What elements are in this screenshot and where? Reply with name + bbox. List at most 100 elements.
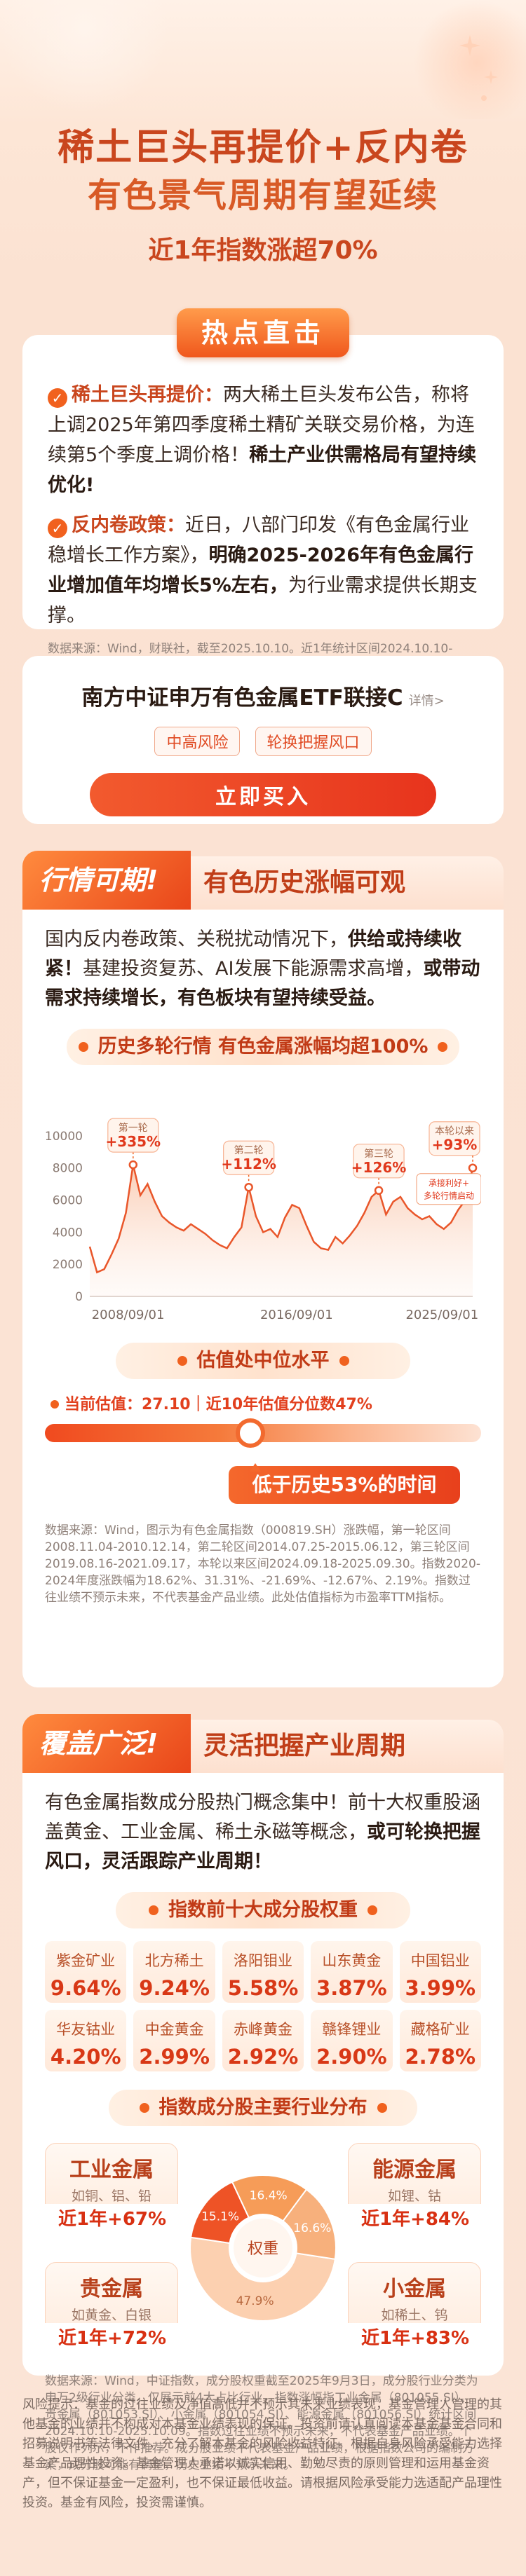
top10-pill: 指数前十大成分股权重	[116, 1892, 410, 1928]
hot-item-1-lead: 稀土巨头再提价：	[72, 384, 223, 406]
stock-weight-cell: 华友钴业 4.20%	[45, 2010, 127, 2071]
y-tick-label: 10000	[45, 1130, 83, 1144]
history-pill: 历史多轮行情 有色金属涨幅均超100%	[67, 1029, 459, 1065]
outlook-text-1: 国内反内卷政策、关税扰动情况下，	[45, 929, 348, 950]
stock-weight: 3.99%	[405, 1976, 476, 2000]
buy-now-button[interactable]: 立即买入	[90, 773, 436, 816]
hot-item-2: ✓ 反内卷政策：近日，八部门印发《有色金属行业稳增长工作方案》，明确2025-20…	[48, 510, 478, 631]
hero-title-1: 稀土巨头再提价+反内卷	[58, 127, 468, 169]
outlook-strong-2: 或带动需求持续增长，有色板块有望持续受益。	[45, 958, 480, 1009]
peak-callout-title: 第一轮	[119, 1122, 148, 1134]
peak-callout-title: 第二轮	[234, 1144, 264, 1156]
stock-name: 山东黄金	[322, 1952, 382, 1969]
peak-marker	[374, 1186, 384, 1195]
stock-weight: 9.64%	[50, 1976, 121, 2000]
y-tick-label: 2000	[53, 1258, 83, 1272]
stock-weight-cell: 赤峰黄金 2.92%	[222, 2010, 304, 2071]
valuation-pill: 估值处中位水平	[116, 1343, 410, 1379]
peak-callout-value: +335%	[106, 1133, 161, 1150]
peak-callout-title: 第三轮	[364, 1148, 393, 1160]
section-coverage-subtitle: 灵活把握产业周期	[178, 1720, 504, 1773]
hot-news-tab: 热点直击	[177, 308, 349, 357]
outlook-text-2: 基建投资复苏、AI发展下能源需求高增，	[83, 958, 424, 980]
industry-sub: 如锂、钴	[387, 2188, 441, 2204]
stock-name: 洛阳钼业	[233, 1952, 292, 1969]
section-outlook-header: 有色历史涨幅可观 行情可期!	[22, 851, 504, 910]
pill-dot-icon	[177, 1356, 187, 1366]
stock-weight-cell: 中金黄金 2.99%	[133, 2010, 215, 2071]
index-line-chart-svg: 0 2000 4000 6000 8000 10000 2008/09/01 2016/09…	[45, 1118, 482, 1322]
valuation-gauge: 当前估值：27.10｜近10年估值分位数47% 低于历史53%的时间	[45, 1392, 481, 1504]
pill-dot-icon	[367, 1905, 377, 1915]
industry-gain: 近1年+72%	[43, 2323, 182, 2354]
pie-slice-label: 15.1%	[201, 2210, 239, 2224]
industry-name: 贵金属	[80, 2277, 143, 2301]
stock-weight-cell: 北方稀土 9.24%	[133, 1941, 215, 2003]
stock-name: 紫金矿业	[56, 1952, 116, 1969]
stock-weight-cell: 藏格矿业 2.78%	[399, 2010, 481, 2071]
risk-disclaimer: 风险提示：基金的过往业绩及净值高低并不预示其未来业绩表现，基金管理人管理的其他基…	[22, 2397, 502, 2510]
peak-callout-box	[223, 1140, 275, 1175]
coverage-text: 有色金属指数成分股热门概念集中！前十大权重股涵盖黄金、工业金属、稀土永磁等概念，	[45, 1792, 480, 1843]
stock-weight-cell: 山东黄金 3.87%	[311, 1941, 393, 2003]
check-icon: ✓	[48, 388, 67, 408]
section-coverage-header: 灵活把握产业周期 覆盖广泛!	[22, 1714, 504, 1773]
outlook-strong-1: 供给或持续收紧！	[45, 929, 461, 980]
valuation-bar: 低于历史53%的时间	[45, 1418, 481, 1504]
pill-dot-icon	[149, 1905, 159, 1915]
industry-sub: 如黄金、白银	[71, 2308, 151, 2323]
peak-marker	[468, 1163, 478, 1172]
peak-callout-title: 本轮以来	[435, 1126, 474, 1137]
strategy-tag: 轮换把握风口	[255, 727, 372, 756]
index-line-chart: 0 2000 4000 6000 8000 10000 2008/09/01 2016/09…	[45, 1071, 482, 1337]
top10-pill-text: 指数前十大成分股权重	[168, 1899, 358, 1921]
coverage-source-note: 数据来源：Wind，中证指数，成分股权重截至2025年9月3日，成分股行业分类为…	[45, 2374, 478, 2472]
stock-weight-cell: 洛阳钼业 5.58%	[222, 1941, 304, 2003]
x-tick-label: 2008/09/01	[92, 1308, 165, 1322]
check-icon: ✓	[48, 519, 67, 538]
hero-banner: 稀土巨头再提价+反内卷 有色景气周期有望延续 近1年指数涨超70%	[0, 0, 526, 294]
x-tick-label: 2016/09/01	[260, 1308, 333, 1322]
fund-card: 南方中证申万有色金属ETF联接C 详情> 中高风险 轮换把握风口 立即买入	[22, 656, 504, 824]
industry-pill: 指数成分股主要行业分布	[109, 2090, 417, 2126]
stock-weight: 2.92%	[227, 2045, 299, 2069]
industry-gain: 近1年+84%	[346, 2204, 485, 2235]
section-coverage-title: 覆盖广泛!	[22, 1714, 191, 1773]
industry-name: 小金属	[383, 2277, 446, 2301]
hero-subtitle: 近1年指数涨超70%	[148, 236, 378, 265]
stock-weight: 4.20%	[50, 2045, 121, 2069]
y-tick-label: 4000	[53, 1226, 83, 1240]
peak-callout-value: +126%	[351, 1159, 407, 1176]
fund-detail-link[interactable]: 详情>	[408, 694, 445, 708]
industry-box-minor: 小金属 如稀土、钨 近1年+83%	[346, 2262, 485, 2354]
coverage-paragraph: 有色金属指数成分股热门概念集中！前十大权重股涵盖黄金、工业金属、稀土永磁等概念，…	[45, 1788, 481, 1877]
pill-dot-icon	[438, 1042, 448, 1052]
stock-weight: 2.99%	[139, 2045, 210, 2069]
history-pill-text: 历史多轮行情 有色金属涨幅均超100%	[97, 1036, 429, 1057]
industry-gain: 近1年+67%	[43, 2204, 182, 2235]
hot-item-1: ✓ 稀土巨头再提价：两大稀土巨头发布公告，称将上调2025年第四季度稀土精矿关联交…	[48, 380, 478, 500]
current-round-note-line2: 多轮行情启动	[424, 1191, 474, 1201]
peak-marker	[128, 1160, 138, 1170]
risk-level-tag: 中高风险	[154, 727, 241, 756]
fund-name-row: 南方中证申万有色金属ETF联接C 详情>	[22, 680, 504, 711]
peak-callout-value: +93%	[432, 1137, 478, 1153]
y-tick-label: 6000	[53, 1194, 83, 1208]
industry-sub: 如稀土、钨	[381, 2308, 448, 2323]
stock-name: 中金黄金	[144, 2021, 204, 2038]
pill-dot-icon	[377, 2103, 387, 2113]
industry-distribution: 工业金属 如铜、铝、铅 近1年+67% 能源金属 如锂、钴 近1年+84% 贵金…	[43, 2136, 485, 2367]
peak-callout-box	[429, 1121, 480, 1156]
industry-box-precious: 贵金属 如黄金、白银 近1年+72%	[43, 2262, 182, 2354]
hot-item-2-text-2: 为行业需求提供长期支撑。	[48, 575, 478, 626]
x-tick-label: 2025/09/01	[405, 1308, 478, 1322]
industry-pill-text: 指数成分股主要行业分布	[159, 2097, 367, 2118]
pie-center-label: 权重	[248, 2240, 278, 2258]
industry-gain: 近1年+83%	[346, 2323, 485, 2354]
industry-name: 能源金属	[372, 2158, 457, 2182]
fund-name: 南方中证申万有色金属ETF联接C	[81, 685, 403, 711]
outlook-source-note: 数据来源：Wind，图示为有色金属指数（000819.SH）涨跌幅，第一轮区间2…	[45, 1523, 481, 1605]
current-round-note-line1: 承接利好+	[429, 1178, 469, 1188]
industry-pie-chart: 47.9% 15.1% 16.4% 16.6% 权重	[189, 2174, 337, 2322]
